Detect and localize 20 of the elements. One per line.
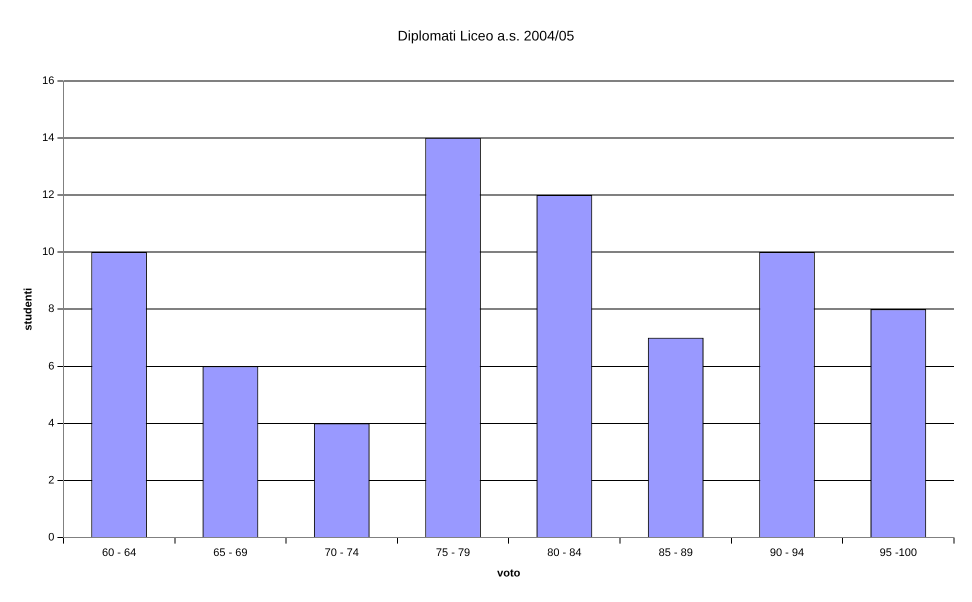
x-tick-label: 85 - 89 (658, 547, 693, 560)
y-tick-label: 14 (42, 132, 54, 144)
y-axis-title: studenti (22, 288, 35, 331)
x-tick-label: 70 - 74 (324, 547, 359, 560)
y-tick-label: 8 (48, 303, 54, 316)
x-tick-label: 65 - 69 (213, 547, 248, 560)
y-tick-label: 10 (42, 246, 54, 258)
chart-title: Diplomati Liceo a.s. 2004/05 (398, 27, 575, 44)
x-tick-label: 80 - 84 (547, 547, 582, 560)
x-tick-label: 75 - 79 (436, 547, 470, 560)
x-tick-label: 60 - 64 (102, 547, 136, 560)
y-tick-label: 4 (48, 417, 54, 430)
x-axis-title: voto (497, 567, 521, 580)
y-tick-label: 16 (42, 74, 54, 87)
x-tick-label: 90 - 94 (770, 547, 804, 560)
y-tick-label: 12 (42, 189, 54, 202)
y-tick-label: 2 (48, 474, 54, 487)
y-tick-label: 0 (48, 532, 54, 544)
y-tick-label: 6 (48, 360, 54, 372)
x-tick-label: 95 -100 (880, 547, 917, 560)
